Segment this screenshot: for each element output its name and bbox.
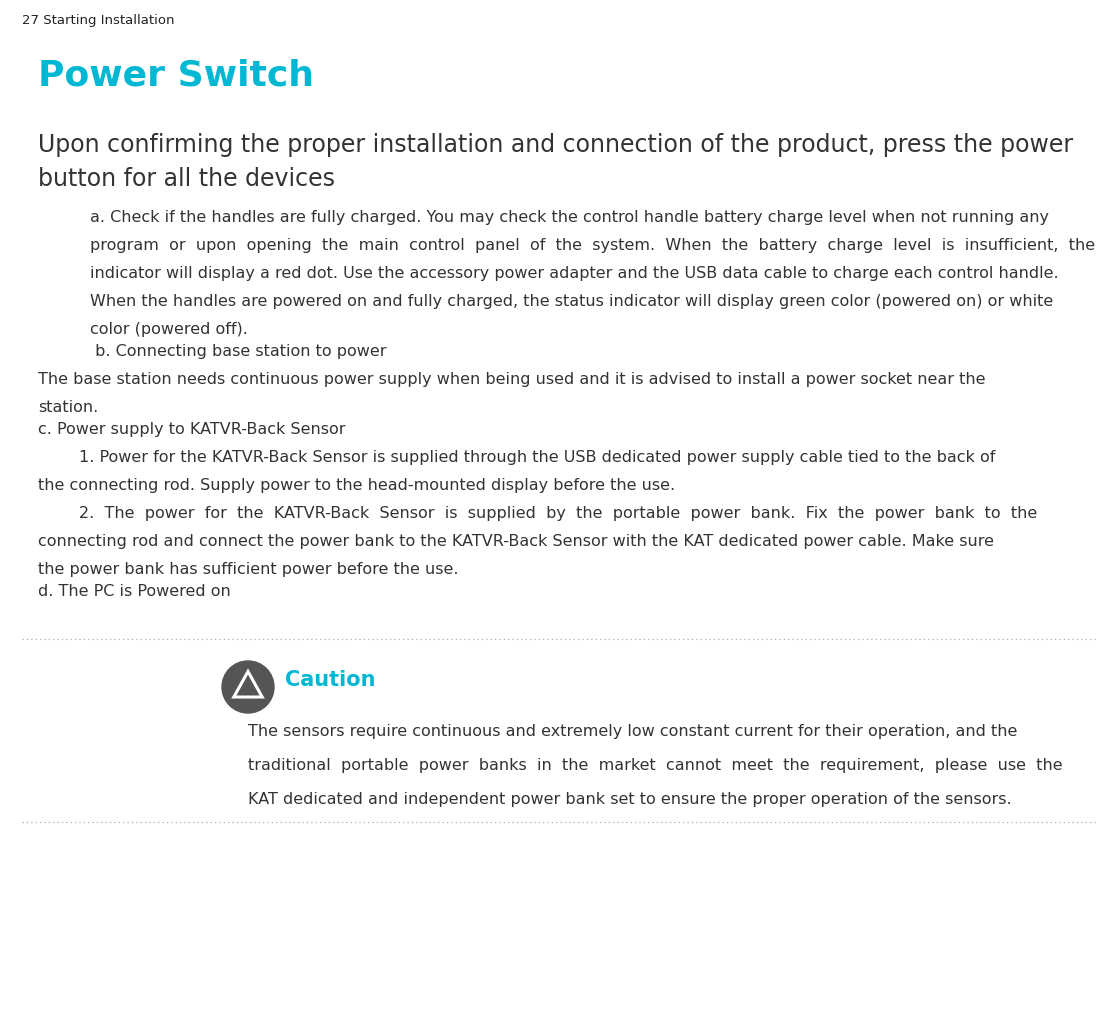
Text: When the handles are powered on and fully charged, the status indicator will dis: When the handles are powered on and full…	[90, 294, 1054, 309]
Text: Caution: Caution	[285, 670, 375, 690]
Text: c. Power supply to KATVR-Back Sensor: c. Power supply to KATVR-Back Sensor	[38, 422, 346, 437]
Text: a. Check if the handles are fully charged. You may check the control handle batt: a. Check if the handles are fully charge…	[90, 210, 1049, 225]
Text: the connecting rod. Supply power to the head-mounted display before the use.: the connecting rod. Supply power to the …	[38, 478, 675, 493]
Text: 2.  The  power  for  the  KATVR-Back  Sensor  is  supplied  by  the  portable  p: 2. The power for the KATVR-Back Sensor i…	[38, 506, 1037, 521]
Text: indicator will display a red dot. Use the accessory power adapter and the USB da: indicator will display a red dot. Use th…	[90, 266, 1059, 281]
Text: Power Switch: Power Switch	[38, 58, 314, 92]
Text: The base station needs continuous power supply when being used and it is advised: The base station needs continuous power …	[38, 372, 985, 387]
Text: Upon confirming the proper installation and connection of the product, press the: Upon confirming the proper installation …	[38, 133, 1074, 157]
Text: traditional  portable  power  banks  in  the  market  cannot  meet  the  require: traditional portable power banks in the …	[248, 758, 1062, 773]
Text: The sensors require continuous and extremely low constant current for their oper: The sensors require continuous and extre…	[248, 724, 1018, 739]
Text: connecting rod and connect the power bank to the KATVR-Back Sensor with the KAT : connecting rod and connect the power ban…	[38, 534, 994, 549]
Text: button for all the devices: button for all the devices	[38, 167, 335, 191]
Circle shape	[222, 661, 275, 713]
Text: KAT dedicated and independent power bank set to ensure the proper operation of t: KAT dedicated and independent power bank…	[248, 792, 1011, 807]
Text: !: !	[244, 679, 251, 694]
Text: station.: station.	[38, 400, 98, 415]
Text: 27 Starting Installation: 27 Starting Installation	[22, 14, 174, 27]
Text: the power bank has sufficient power before the use.: the power bank has sufficient power befo…	[38, 562, 459, 577]
Text: d. The PC is Powered on: d. The PC is Powered on	[38, 584, 231, 599]
Text: program  or  upon  opening  the  main  control  panel  of  the  system.  When  t: program or upon opening the main control…	[90, 238, 1095, 253]
Text: b. Connecting base station to power: b. Connecting base station to power	[90, 344, 386, 359]
Text: 1. Power for the KATVR-Back Sensor is supplied through the USB dedicated power s: 1. Power for the KATVR-Back Sensor is su…	[38, 450, 995, 465]
Text: color (powered off).: color (powered off).	[90, 322, 248, 337]
